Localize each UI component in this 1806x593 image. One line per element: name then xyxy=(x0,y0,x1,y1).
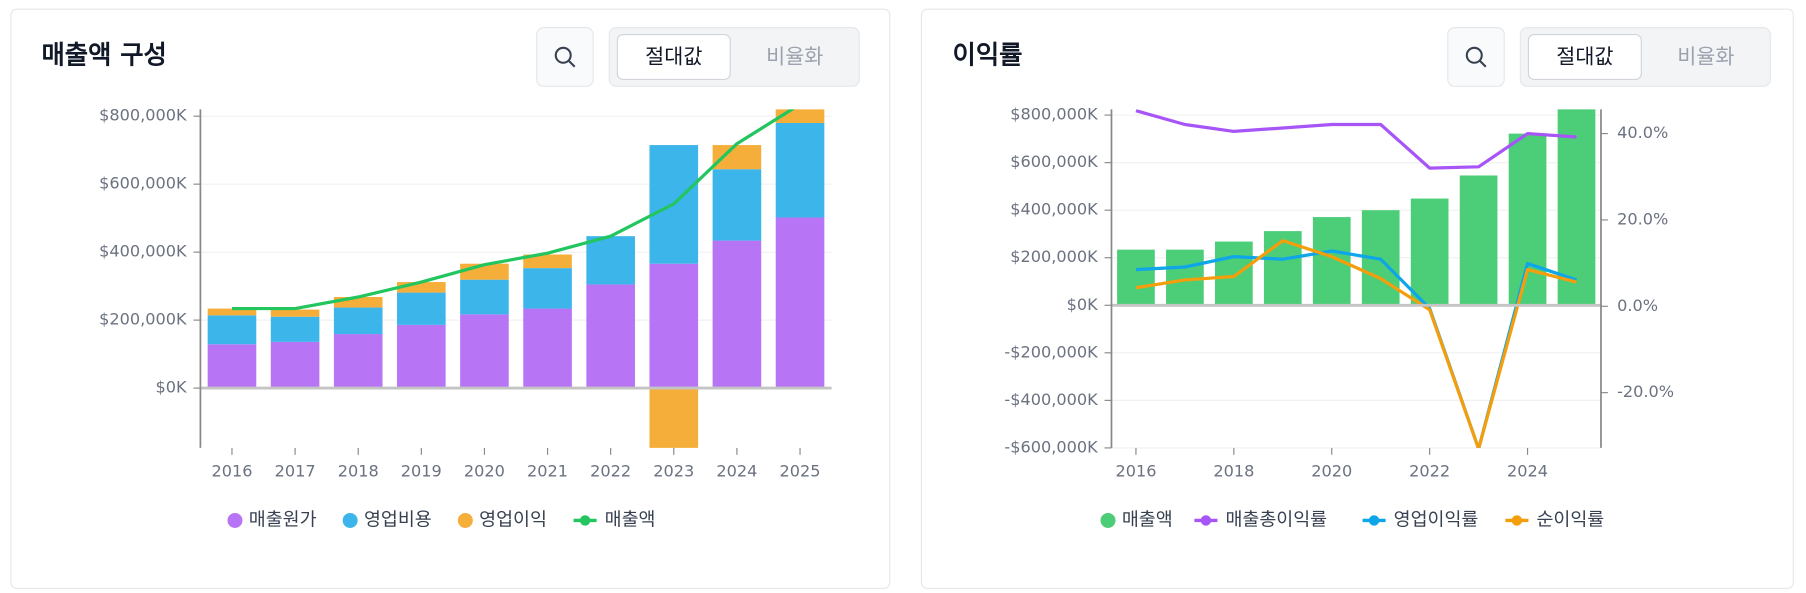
legend-marker xyxy=(579,515,591,526)
bar xyxy=(712,145,762,170)
y2-tick-label: 20.0% xyxy=(1617,209,1668,228)
bar xyxy=(586,284,635,389)
bar xyxy=(207,315,257,345)
x-tick-label: 2018 xyxy=(1213,462,1254,481)
x-tick-label: 2020 xyxy=(464,462,505,481)
bar xyxy=(397,282,446,293)
legend-label: 순이익률 xyxy=(1536,509,1604,530)
legend-label: 영업이익률 xyxy=(1394,509,1479,530)
bar xyxy=(397,324,446,389)
legend-label: 매출총이익률 xyxy=(1226,509,1328,530)
x-tick-label: 2023 xyxy=(653,462,694,481)
bar xyxy=(333,297,383,308)
bar xyxy=(1459,175,1498,306)
y-tick-label: $0K xyxy=(1067,295,1099,314)
plot-area xyxy=(1117,109,1596,448)
bar xyxy=(1508,133,1547,306)
toggle-option[interactable]: 절대값 xyxy=(1556,45,1613,69)
legend-marker xyxy=(457,512,473,528)
toggle-active[interactable] xyxy=(616,33,731,81)
y-tick-label: $600,000K xyxy=(99,174,187,193)
legend-label: 매출원가 xyxy=(249,509,317,530)
bar xyxy=(775,217,825,389)
x-tick-label: 2021 xyxy=(527,462,568,481)
toggle-option[interactable]: 비율화 xyxy=(1677,45,1734,69)
bar xyxy=(270,316,320,342)
x-tick-label: 2016 xyxy=(211,462,252,481)
y2-tick-label: 0.0% xyxy=(1617,296,1658,315)
legend-marker xyxy=(1368,515,1380,526)
toggle-option[interactable]: 비율화 xyxy=(766,45,823,69)
y-tick-label: $800,000K xyxy=(1010,105,1098,124)
bar xyxy=(1410,198,1449,306)
bar xyxy=(397,292,446,325)
y-tick-label: $200,000K xyxy=(1010,247,1098,266)
y-tick-label: $0K xyxy=(156,378,188,397)
bar xyxy=(207,308,257,316)
bar xyxy=(270,341,320,389)
legend-label: 영업이익 xyxy=(479,509,547,530)
legend-label: 영업비용 xyxy=(364,509,432,530)
x-tick-label: 2022 xyxy=(590,462,631,481)
legend-marker xyxy=(227,512,243,528)
legend-marker xyxy=(342,512,358,528)
bar xyxy=(649,263,699,389)
x-tick-label: 2022 xyxy=(1409,462,1450,481)
card-title: 이익률 xyxy=(953,39,1023,69)
legend-marker xyxy=(1200,515,1212,526)
search-button[interactable] xyxy=(1447,27,1505,87)
line xyxy=(231,109,795,311)
y-tick-label: $400,000K xyxy=(99,242,187,261)
legend-marker xyxy=(1511,515,1523,526)
bar xyxy=(712,240,762,389)
x-tick-label: 2019 xyxy=(401,462,442,481)
y-tick-label: $800,000K xyxy=(99,106,187,125)
bar xyxy=(1117,249,1155,306)
toggle-option[interactable]: 절대값 xyxy=(645,45,702,69)
x-tick-label: 2018 xyxy=(338,462,379,481)
y-tick-label: $600,000K xyxy=(1010,152,1098,171)
bar xyxy=(460,314,509,389)
y-tick-label: -$400,000K xyxy=(1004,390,1098,409)
y-tick-label: -$200,000K xyxy=(1004,342,1098,361)
bar xyxy=(649,388,699,448)
bar xyxy=(586,236,635,285)
bar xyxy=(1557,109,1596,306)
line xyxy=(1135,239,1577,448)
bar xyxy=(523,254,572,269)
y-tick-label: $400,000K xyxy=(1010,200,1098,219)
legend-label: 매출액 xyxy=(1122,509,1173,530)
toggle-active[interactable] xyxy=(1527,33,1642,81)
x-tick-label: 2017 xyxy=(275,462,316,481)
bar xyxy=(775,122,825,218)
bar xyxy=(207,344,257,389)
bar xyxy=(523,308,572,389)
x-tick-label: 2020 xyxy=(1311,462,1352,481)
bar xyxy=(712,169,762,241)
bar xyxy=(460,279,509,315)
legend-label: 매출액 xyxy=(605,509,656,530)
line xyxy=(1135,109,1577,170)
x-tick-label: 2024 xyxy=(716,462,757,481)
bar xyxy=(523,268,572,309)
card-title: 매출액 구성 xyxy=(41,39,166,69)
x-tick-label: 2025 xyxy=(780,462,821,481)
y-tick-label: $200,000K xyxy=(99,310,187,329)
bar xyxy=(333,334,383,389)
legend-marker xyxy=(1100,512,1116,528)
card xyxy=(920,8,1794,589)
x-tick-label: 2024 xyxy=(1507,462,1548,481)
x-tick-label: 2016 xyxy=(1115,462,1156,481)
y2-tick-label: 40.0% xyxy=(1617,123,1668,142)
search-button[interactable] xyxy=(536,27,594,87)
plot-area xyxy=(207,109,825,448)
bar xyxy=(270,309,320,317)
y-tick-label: -$600,000K xyxy=(1004,437,1098,456)
bar xyxy=(1215,241,1253,306)
y2-tick-label: -20.0% xyxy=(1617,382,1674,401)
bar xyxy=(333,307,383,335)
